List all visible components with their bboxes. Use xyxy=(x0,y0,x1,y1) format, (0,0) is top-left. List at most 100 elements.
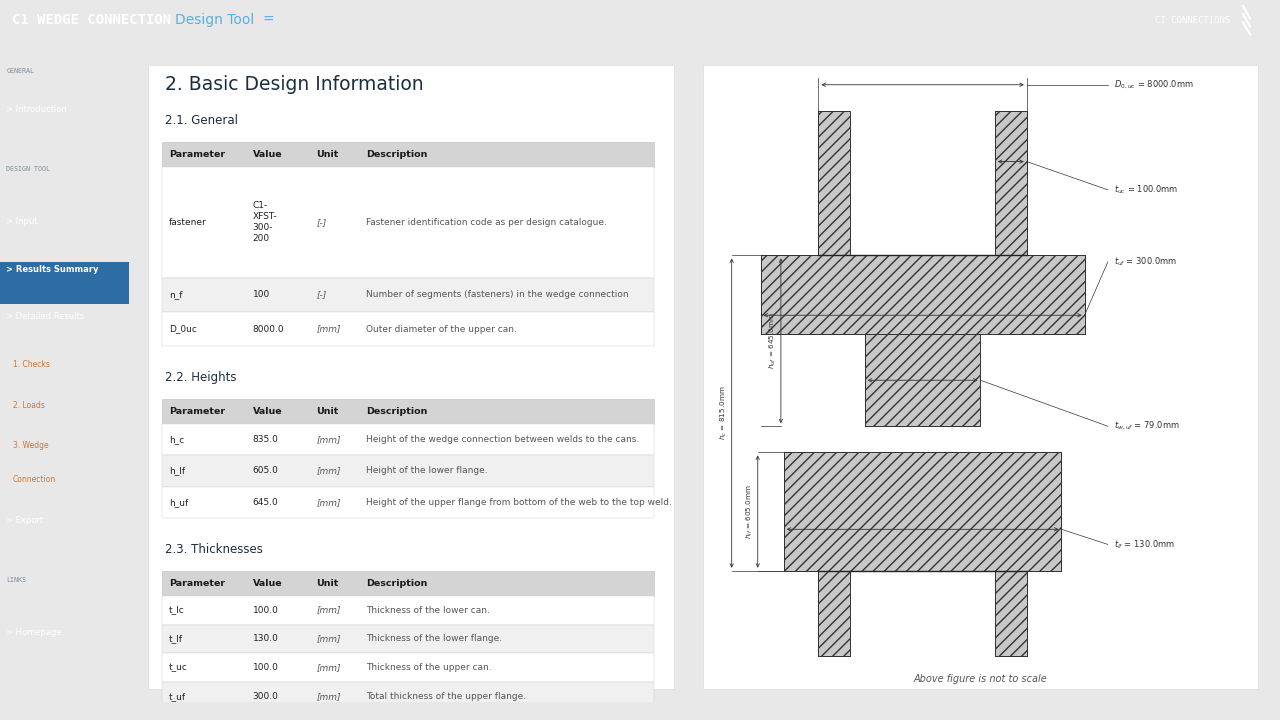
Bar xyxy=(163,595,654,624)
Bar xyxy=(783,452,1061,571)
Bar xyxy=(818,111,850,256)
Text: 130.0: 130.0 xyxy=(252,634,279,644)
Bar xyxy=(783,452,1061,571)
Bar xyxy=(163,167,654,278)
Text: =: = xyxy=(262,13,275,27)
Bar xyxy=(995,571,1027,656)
Text: Unit: Unit xyxy=(316,407,339,415)
Text: Value: Value xyxy=(252,579,282,588)
Text: h_uf: h_uf xyxy=(169,498,188,507)
Text: 100.0: 100.0 xyxy=(252,663,279,672)
Text: > Detailed Results: > Detailed Results xyxy=(6,312,84,321)
Text: $t_{uf}$ = 300.0mm: $t_{uf}$ = 300.0mm xyxy=(1114,256,1176,269)
Text: [mm]: [mm] xyxy=(316,498,340,507)
Text: > Results Summary: > Results Summary xyxy=(6,265,99,274)
Text: h_lf: h_lf xyxy=(169,467,186,475)
Bar xyxy=(995,571,1027,656)
Text: Parameter: Parameter xyxy=(169,150,225,159)
Text: fastener: fastener xyxy=(169,218,206,227)
Bar xyxy=(163,142,654,167)
Text: t_lf: t_lf xyxy=(169,634,183,644)
Bar xyxy=(865,334,980,426)
Bar xyxy=(995,111,1027,256)
Bar xyxy=(163,399,654,423)
Text: $h_c$ = 815.0mm: $h_c$ = 815.0mm xyxy=(718,386,728,441)
Text: $h_{lf}$ = 605.0mm: $h_{lf}$ = 605.0mm xyxy=(745,484,755,539)
Text: Number of segments (fasteners) in the wedge connection: Number of segments (fasteners) in the we… xyxy=(366,290,628,300)
Text: [mm]: [mm] xyxy=(316,692,340,701)
Text: [mm]: [mm] xyxy=(316,435,340,444)
Bar xyxy=(163,455,654,487)
Text: C1 WEDGE CONNECTION: C1 WEDGE CONNECTION xyxy=(12,13,172,27)
Text: 1. Checks: 1. Checks xyxy=(13,360,50,369)
Text: 605.0: 605.0 xyxy=(252,467,279,475)
Text: Description: Description xyxy=(366,150,428,159)
Text: Fastener identification code as per design catalogue.: Fastener identification code as per desi… xyxy=(366,218,607,227)
Text: C1-
XFST-
300-
200: C1- XFST- 300- 200 xyxy=(252,201,278,243)
Bar xyxy=(865,334,980,426)
Text: Height of the wedge connection between welds to the cans.: Height of the wedge connection between w… xyxy=(366,435,639,444)
Text: Unit: Unit xyxy=(316,579,339,588)
Text: 3. Wedge: 3. Wedge xyxy=(13,441,49,450)
Text: n_f: n_f xyxy=(169,290,182,300)
Text: 2.2. Heights: 2.2. Heights xyxy=(165,371,237,384)
Text: [-]: [-] xyxy=(316,218,326,227)
Text: 100: 100 xyxy=(252,290,270,300)
Text: t_uf: t_uf xyxy=(169,692,186,701)
Text: 300.0: 300.0 xyxy=(252,692,279,701)
Text: Connection: Connection xyxy=(13,475,56,485)
Text: Parameter: Parameter xyxy=(169,407,225,415)
Bar xyxy=(163,654,654,683)
Bar xyxy=(818,111,850,256)
Text: $D_{0,uc}$ = 8000.0mm: $D_{0,uc}$ = 8000.0mm xyxy=(1114,78,1193,91)
Text: 2.1. General: 2.1. General xyxy=(165,114,238,127)
Bar xyxy=(760,256,1084,334)
Text: Total thickness of the upper flange.: Total thickness of the upper flange. xyxy=(366,692,526,701)
Text: > Input: > Input xyxy=(6,217,38,226)
Text: CI CONNECTIONS: CI CONNECTIONS xyxy=(1155,16,1230,24)
Text: 2. Basic Design Information: 2. Basic Design Information xyxy=(165,75,424,94)
Bar xyxy=(850,111,995,256)
Text: [mm]: [mm] xyxy=(316,663,340,672)
Text: Height of the lower flange.: Height of the lower flange. xyxy=(366,467,488,475)
Bar xyxy=(163,683,654,711)
Text: Thickness of the lower can.: Thickness of the lower can. xyxy=(366,606,490,615)
Text: Design Tool: Design Tool xyxy=(175,13,255,27)
Text: $t_{uc}$ = 100.0mm: $t_{uc}$ = 100.0mm xyxy=(1114,184,1178,196)
Text: $t_{lf}$ = 130.0mm: $t_{lf}$ = 130.0mm xyxy=(1114,538,1175,551)
Text: 2.3. Thicknesses: 2.3. Thicknesses xyxy=(165,543,262,556)
Text: > Export: > Export xyxy=(6,516,44,525)
Bar xyxy=(163,487,654,518)
Bar xyxy=(163,312,654,346)
Bar xyxy=(995,111,1027,256)
Bar xyxy=(163,278,654,312)
Text: > Introduction: > Introduction xyxy=(6,105,68,114)
Text: GENERAL: GENERAL xyxy=(6,68,35,73)
Bar xyxy=(818,571,850,656)
Bar xyxy=(163,423,654,455)
Bar xyxy=(850,334,865,426)
Text: Description: Description xyxy=(366,579,428,588)
Bar xyxy=(850,571,995,656)
Text: [mm]: [mm] xyxy=(316,467,340,475)
Text: D_0uc: D_0uc xyxy=(169,325,197,333)
Text: DESIGN TOOL: DESIGN TOOL xyxy=(6,166,50,172)
Text: $t_{w,uf}$ = 79.0mm: $t_{w,uf}$ = 79.0mm xyxy=(1114,420,1179,432)
Text: Thickness of the upper can.: Thickness of the upper can. xyxy=(366,663,492,672)
Text: [mm]: [mm] xyxy=(316,325,340,333)
Text: Value: Value xyxy=(252,407,282,415)
Text: t_uc: t_uc xyxy=(169,663,188,672)
Text: Thickness of the lower flange.: Thickness of the lower flange. xyxy=(366,634,502,644)
Text: Parameter: Parameter xyxy=(169,579,225,588)
Text: Description: Description xyxy=(366,407,428,415)
Bar xyxy=(0,262,129,304)
Text: Unit: Unit xyxy=(316,150,339,159)
Text: Value: Value xyxy=(252,150,282,159)
Text: 100.0: 100.0 xyxy=(252,606,279,615)
Bar xyxy=(980,334,995,426)
Text: Above figure is not to scale: Above figure is not to scale xyxy=(914,674,1047,684)
Text: [mm]: [mm] xyxy=(316,634,340,644)
Bar xyxy=(163,624,654,654)
Text: t_lc: t_lc xyxy=(169,606,184,615)
Text: 8000.0: 8000.0 xyxy=(252,325,284,333)
